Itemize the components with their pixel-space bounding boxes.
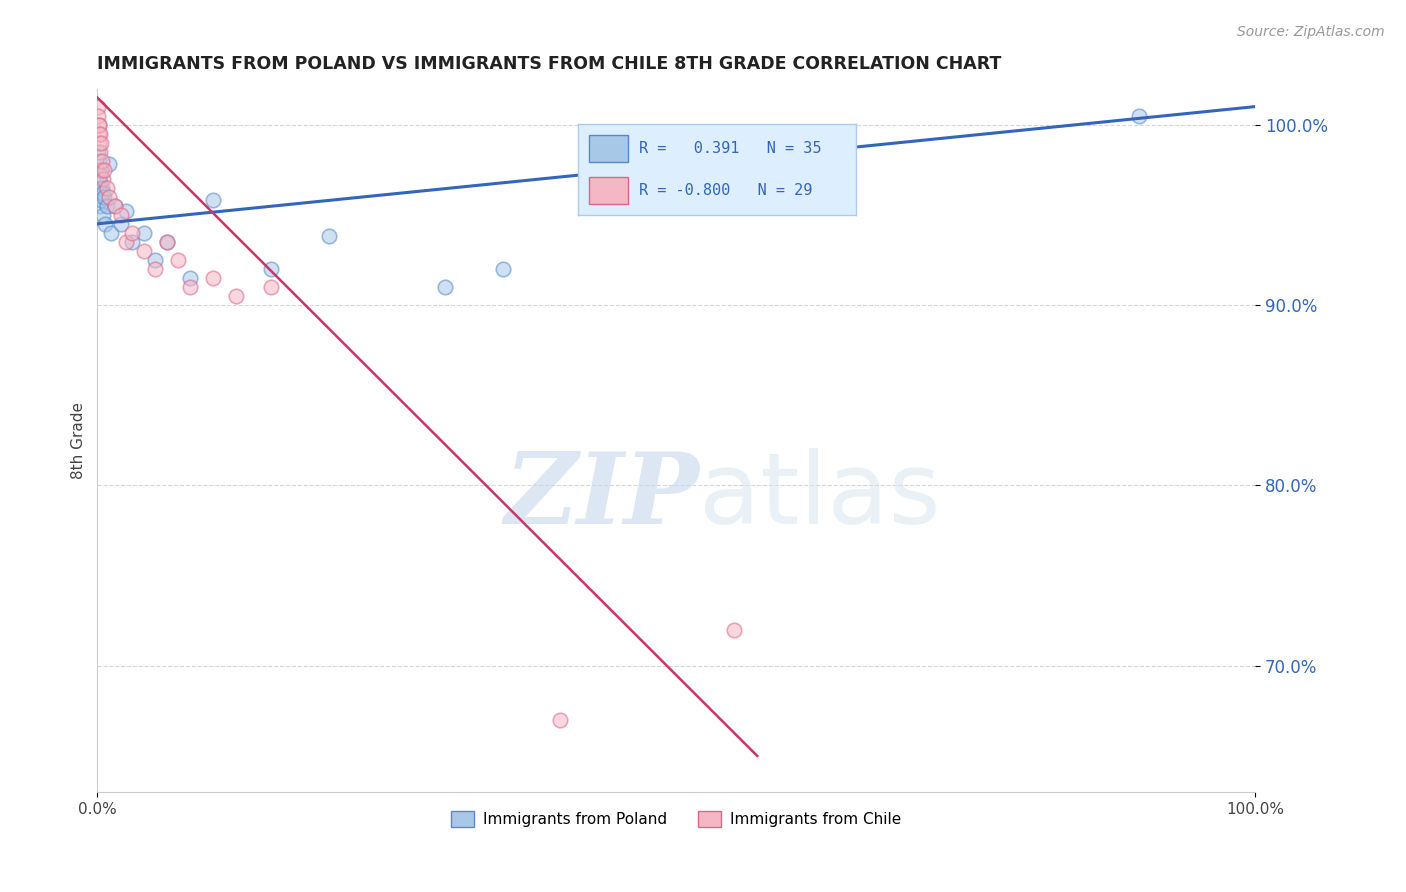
Point <box>723 623 745 637</box>
Point <box>87 153 110 168</box>
Point <box>104 199 127 213</box>
Point <box>93 162 115 177</box>
Point <box>97 190 120 204</box>
Point <box>110 208 132 222</box>
Point <box>89 168 111 182</box>
Text: IMMIGRANTS FROM POLAND VS IMMIGRANTS FROM CHILE 8TH GRADE CORRELATION CHART: IMMIGRANTS FROM POLAND VS IMMIGRANTS FRO… <box>97 55 1001 73</box>
Point <box>87 100 110 114</box>
Point <box>132 244 155 258</box>
Point <box>156 235 179 249</box>
Point <box>91 171 114 186</box>
Point <box>110 217 132 231</box>
Point <box>87 127 110 141</box>
Point <box>167 252 190 267</box>
Point <box>89 145 111 159</box>
Point <box>550 713 572 727</box>
Point <box>96 181 118 195</box>
Point <box>91 153 114 168</box>
Point <box>93 190 115 204</box>
Point <box>143 261 166 276</box>
Point <box>87 171 110 186</box>
Point <box>179 271 201 285</box>
Point <box>143 252 166 267</box>
Text: atlas: atlas <box>699 448 941 545</box>
Point <box>90 162 112 177</box>
Y-axis label: 8th Grade: 8th Grade <box>72 401 86 479</box>
Point <box>115 204 138 219</box>
Point <box>179 280 201 294</box>
Point <box>91 186 114 201</box>
Point <box>89 175 111 189</box>
Point <box>260 280 283 294</box>
Point <box>89 127 111 141</box>
Point <box>94 217 117 231</box>
Point <box>87 109 110 123</box>
Point <box>318 229 340 244</box>
Point <box>90 194 112 208</box>
Point <box>87 145 110 159</box>
Point <box>91 181 114 195</box>
Point <box>121 226 143 240</box>
Point <box>491 261 513 276</box>
Point <box>97 157 120 171</box>
Point <box>225 289 247 303</box>
Point <box>132 226 155 240</box>
Legend: Immigrants from Poland, Immigrants from Chile: Immigrants from Poland, Immigrants from … <box>446 805 907 833</box>
Point <box>1128 109 1150 123</box>
Text: ZIP: ZIP <box>505 449 699 545</box>
Point <box>96 199 118 213</box>
Point <box>91 208 114 222</box>
Point <box>87 118 110 132</box>
Point <box>260 261 283 276</box>
Point <box>87 181 110 195</box>
Point <box>202 194 225 208</box>
Text: Source: ZipAtlas.com: Source: ZipAtlas.com <box>1237 25 1385 39</box>
Point <box>90 190 112 204</box>
Point <box>90 136 112 150</box>
Point <box>156 235 179 249</box>
Point <box>104 199 127 213</box>
Point <box>89 199 111 213</box>
Point <box>121 235 143 249</box>
Point <box>87 162 110 177</box>
Point <box>433 280 456 294</box>
Point <box>100 226 122 240</box>
Point <box>89 171 111 186</box>
Point <box>89 136 111 150</box>
Point <box>90 162 112 177</box>
Point <box>115 235 138 249</box>
Point <box>87 118 110 132</box>
Point <box>202 271 225 285</box>
Point <box>723 162 745 177</box>
